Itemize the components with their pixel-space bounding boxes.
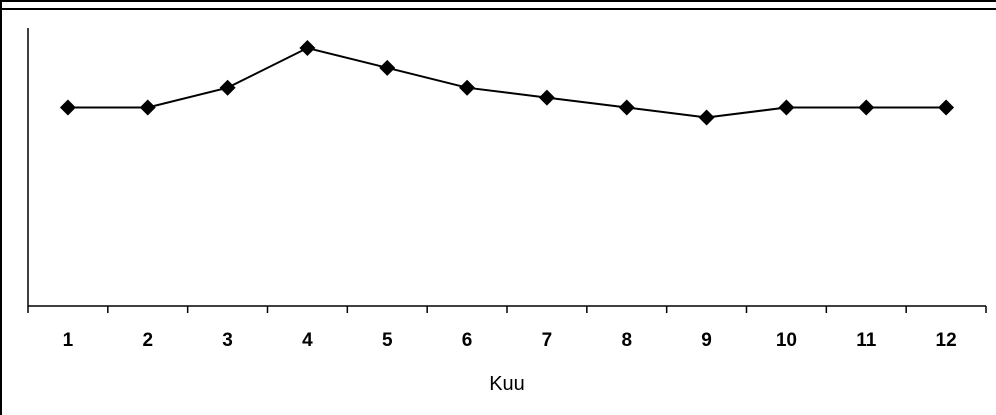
series-markers xyxy=(59,40,955,126)
series-line xyxy=(67,46,947,119)
data-point-marker xyxy=(379,59,396,76)
x-tick-label: 2 xyxy=(142,330,153,351)
data-point-marker xyxy=(59,99,76,116)
x-axis-title: Kuu xyxy=(489,373,525,395)
data-point-marker xyxy=(858,99,875,116)
data-point-marker xyxy=(618,99,635,116)
x-tick-label: 8 xyxy=(621,330,632,351)
x-tick-label: 7 xyxy=(542,330,553,351)
x-tick-label: 10 xyxy=(776,330,797,351)
x-tick-label: 3 xyxy=(222,330,233,351)
x-tick-label: 11 xyxy=(856,330,877,351)
data-point-marker xyxy=(459,79,476,96)
x-tick-label: 12 xyxy=(936,330,957,351)
data-point-marker xyxy=(219,79,236,96)
data-point-marker xyxy=(299,40,316,56)
data-point-marker xyxy=(698,109,715,126)
x-axis-tick-labels: 1 2 3 4 5 6 7 8 9 10 11 12 xyxy=(63,330,957,351)
x-tick-label: 6 xyxy=(462,330,473,351)
data-point-marker xyxy=(938,99,955,116)
x-tick-label: 5 xyxy=(382,330,393,351)
data-point-marker xyxy=(139,99,156,116)
data-point-marker xyxy=(778,99,795,116)
x-tick-label: 1 xyxy=(63,330,74,351)
data-point-marker xyxy=(538,89,555,106)
x-tick-label: 9 xyxy=(701,330,712,351)
x-axis-ticks xyxy=(27,306,987,313)
x-tick-label: 4 xyxy=(302,330,313,351)
